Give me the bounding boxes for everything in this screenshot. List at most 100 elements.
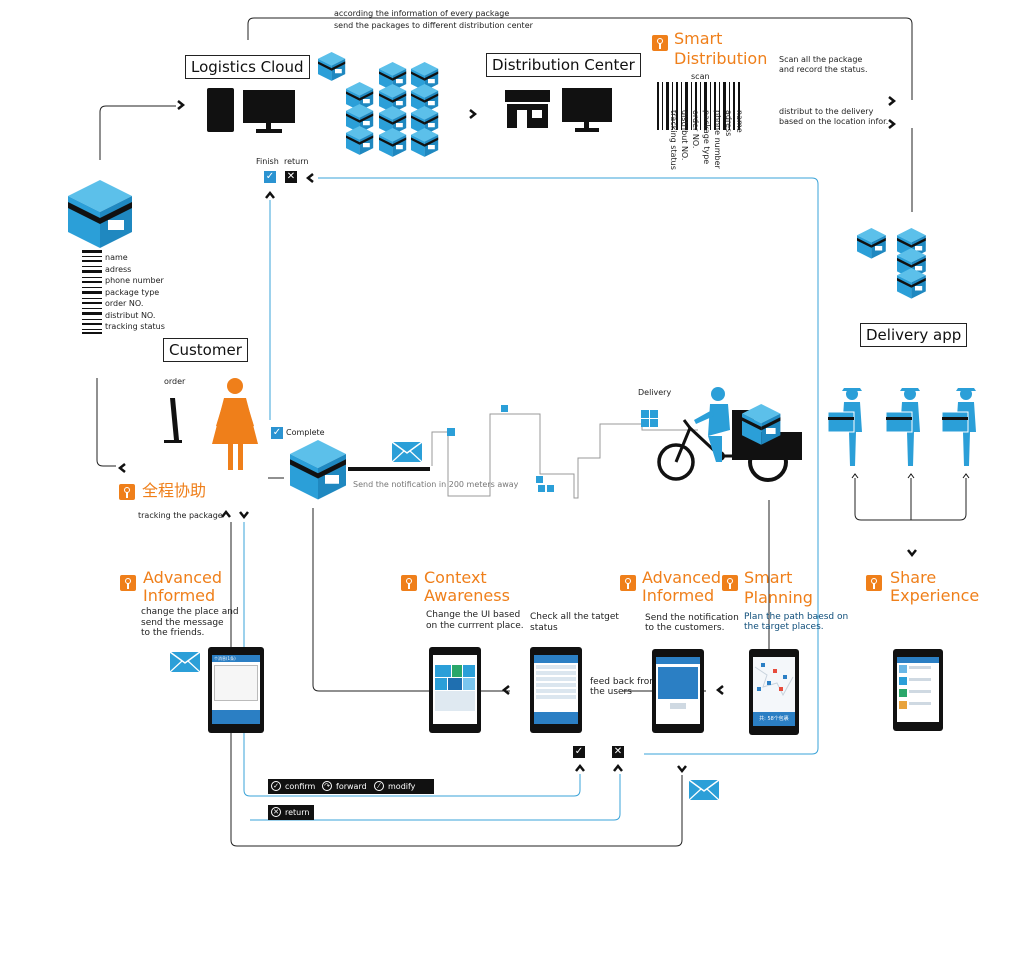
advanced-informed-left-desc-3: to the friends. [141, 628, 205, 638]
return-button[interactable]: return [268, 805, 314, 820]
advanced-informed-right-desc-1: Send the notification [645, 613, 739, 623]
finish-checkbox[interactable]: ✓ [264, 171, 276, 183]
phone-check-targets [530, 647, 582, 733]
key-icon [120, 575, 136, 591]
route-marker [447, 428, 455, 436]
modify-button[interactable]: modify [371, 779, 434, 794]
context-awareness-desc-1: Change the UI based [426, 610, 521, 620]
planning-banner: 共: 58个包裹 [753, 712, 795, 726]
scan-label: scan [691, 72, 710, 81]
context-awareness-title-2: Awareness [424, 586, 510, 605]
flow-chevron-icon [468, 108, 477, 120]
confirm-button[interactable]: confirm [268, 779, 320, 794]
scan-field: tracking status [669, 110, 678, 170]
package-icon [68, 180, 132, 248]
blue-flow-lines [243, 177, 819, 821]
mail-icon [169, 651, 201, 673]
return-button-label: return [285, 808, 310, 817]
flow-chevron-icon [906, 548, 918, 557]
context-awareness-title-1: Context [424, 568, 487, 587]
forward-button[interactable]: forward [319, 779, 371, 794]
package-icon [290, 440, 346, 500]
package-field: name [105, 253, 128, 262]
key-icon [652, 35, 668, 51]
finish-label: Finish [256, 157, 279, 166]
flow-chevron-icon [887, 95, 896, 107]
check-targets-desc-2: status [530, 623, 558, 633]
smart-distribution-title-2: Distribution [674, 49, 768, 68]
delivery-tricycle-icon [657, 387, 802, 482]
monitor-icon [243, 90, 295, 133]
flow-chevron-icon [574, 764, 586, 773]
phone-action-bar [212, 710, 260, 724]
notification-200m-label: Send the notification in 200 meters away [353, 480, 519, 489]
logistics-cloud-label: Logistics Cloud [185, 55, 310, 79]
barcode-icon [82, 250, 102, 334]
courier-figure-icon [941, 387, 977, 467]
flow-chevron-icon [220, 510, 232, 519]
delivery-label: Delivery [638, 388, 672, 397]
confirm-check-icon[interactable]: ✓ [573, 746, 585, 758]
black-flow-lines [96, 17, 967, 847]
phone-advanced-informed-left: 个消息(1条) [208, 647, 264, 733]
whole-process-title: 全程协助 [142, 481, 207, 500]
return-icon [271, 805, 281, 820]
scan-field: package type [702, 110, 711, 165]
phone-advanced-informed-right [652, 649, 704, 733]
key-icon [620, 575, 636, 591]
flow-chevron-icon [306, 172, 315, 184]
customer-figure-icon [212, 378, 258, 470]
top-note-line-2: send the packages to different distribut… [334, 21, 533, 30]
planning-map [754, 663, 794, 697]
route-marker [536, 410, 658, 492]
confirm-icon [271, 779, 281, 794]
scan-note-line-1: Scan all the package [779, 55, 863, 64]
flow-chevron-icon [716, 684, 725, 696]
distribute-note-line-1: distribut to the delivery [779, 107, 874, 116]
close-icon[interactable]: ✕ [612, 746, 624, 758]
package-stack-icon [857, 228, 926, 299]
mail-icon [391, 441, 423, 463]
phone-screen-title: 个消息(1条) [212, 655, 260, 662]
route-marker [501, 405, 508, 412]
mail-icon [688, 779, 720, 801]
advanced-informed-right-title-2: Informed [642, 586, 715, 605]
flow-chevron-icon [502, 684, 511, 696]
smart-planning-title-1: Smart [744, 568, 793, 587]
scan-field-list: name adress phone number package type order … [660, 110, 750, 170]
phone-smart-planning: 共: 58个包裹 [749, 649, 799, 735]
share-experience-title-2: Experience [890, 586, 980, 605]
scan-field: phone number [713, 110, 722, 169]
delivery-app-label: Delivery app [860, 323, 968, 347]
package-field: order NO. [105, 299, 144, 308]
distribution-center-label: Distribution Center [486, 53, 641, 77]
context-awareness-desc-2: on the currrent place. [426, 621, 524, 631]
flow-chevron-icon [612, 764, 624, 773]
courier-figure-icon [827, 387, 863, 467]
confirm-button-label: confirm [285, 782, 316, 791]
complete-checkbox[interactable]: ✓ [271, 427, 283, 439]
courier-figure-icon [885, 387, 921, 467]
key-icon [401, 575, 417, 591]
return-close-icon[interactable]: ✕ [285, 171, 297, 183]
tracking-package-label: tracking the package [138, 511, 223, 520]
flow-chevron-icon [887, 118, 896, 130]
share-experience-title-1: Share [890, 568, 937, 587]
scan-field: distribut NO. [680, 110, 689, 161]
scan-field: order NO. [691, 110, 700, 149]
delivery-route-line [431, 413, 698, 499]
advanced-informed-right-desc-2: to the customers. [645, 623, 725, 633]
complete-label: Complete [286, 428, 325, 437]
flow-chevron-icon [264, 191, 276, 200]
feed-back-line-1: feed back from [590, 677, 659, 687]
smart-planning-desc-2: the target places. [744, 622, 824, 632]
phone-context-awareness [429, 647, 481, 733]
customer-label: Customer [163, 338, 248, 362]
scan-field: name [735, 110, 744, 133]
flow-chevron-icon [176, 99, 185, 111]
package-field: tracking status [105, 322, 165, 331]
package-stack-icon [318, 52, 439, 157]
server-icon [207, 88, 234, 132]
return-label: return [284, 157, 309, 166]
